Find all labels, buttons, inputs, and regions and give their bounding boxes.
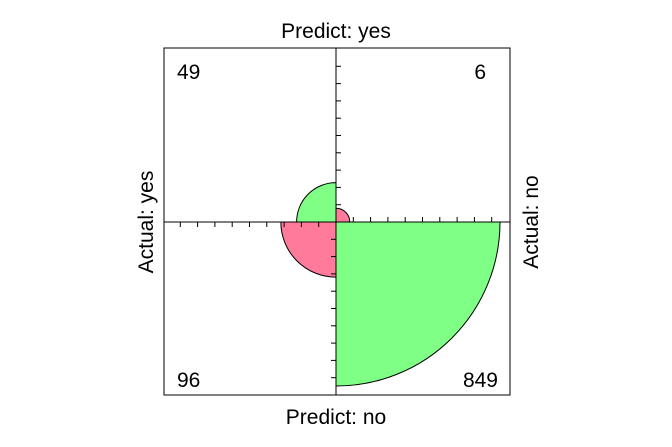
sector-bottom-right xyxy=(335,221,501,387)
count-top-right: 6 xyxy=(474,61,486,84)
sectors xyxy=(280,182,501,387)
count-top-left: 49 xyxy=(177,61,200,84)
count-bottom-right: 849 xyxy=(463,369,498,392)
count-bottom-left: 96 xyxy=(177,369,200,392)
label-left: Actual: yes xyxy=(135,171,158,274)
label-bottom: Predict: no xyxy=(286,406,386,429)
sector-top-right xyxy=(335,207,351,223)
label-top: Predict: yes xyxy=(281,20,391,43)
axis-ticks xyxy=(179,65,493,379)
sector-top-left xyxy=(296,182,337,223)
sector-bottom-left xyxy=(280,221,337,278)
label-right: Actual: no xyxy=(520,175,543,268)
